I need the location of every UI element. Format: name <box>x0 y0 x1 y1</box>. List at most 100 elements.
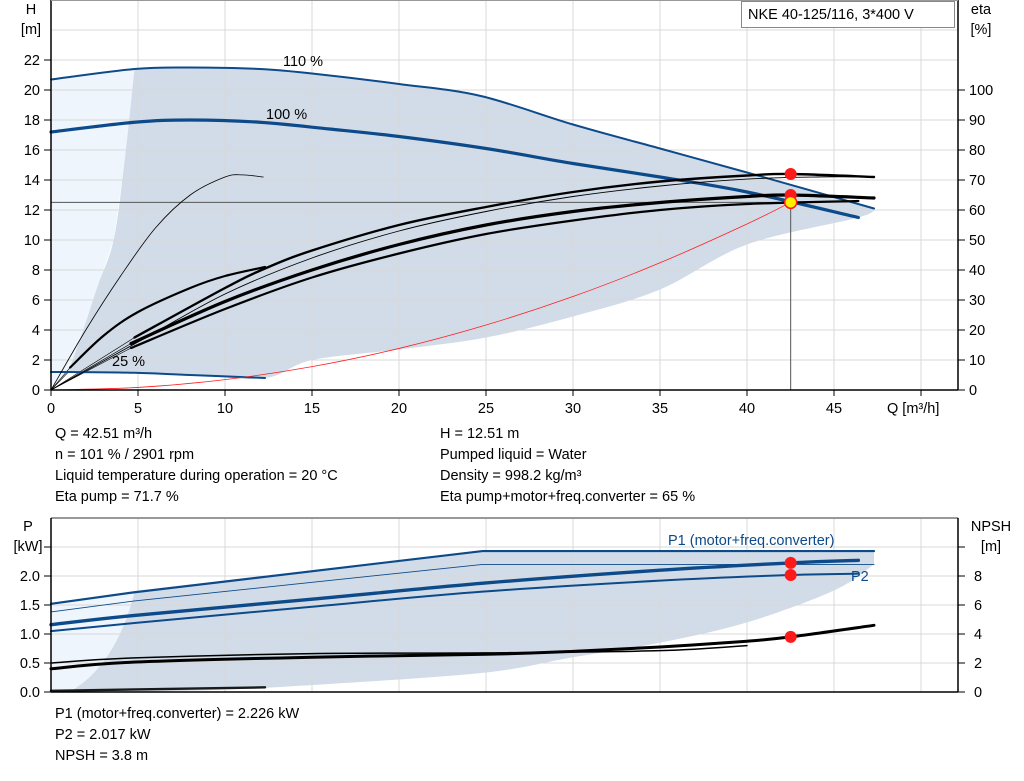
eta-tick-label: 10 <box>969 353 985 369</box>
h-tick-label: 10 <box>24 233 40 249</box>
readout-speed: n = 101 % / 2901 rpm <box>55 447 195 463</box>
h-tick-label: 22 <box>24 53 40 69</box>
power-curve-4 <box>49 686 267 693</box>
h-tick-label: 16 <box>24 143 40 159</box>
readout-head: H = 12.51 m <box>440 426 520 442</box>
eta-axis-unit: [%] <box>970 22 992 38</box>
p-tick-label: 0.0 <box>20 685 40 701</box>
duty-point-head <box>783 195 798 210</box>
lead-in-line <box>50 337 135 391</box>
efficiency-curve-6 <box>50 174 264 391</box>
efficiency-curve-3 <box>133 172 876 339</box>
h-tick-label: 2 <box>32 353 40 369</box>
curve-label: 110 % <box>283 54 323 70</box>
operating-range-area <box>68 67 875 379</box>
lead-in-line <box>50 371 69 391</box>
chart-title: NKE 40-125/116, 3*400 V <box>741 1 955 28</box>
npsh-tick-label: 6 <box>974 598 982 614</box>
q-tick-label: 5 <box>134 401 142 417</box>
duty-point-p2 <box>784 569 797 582</box>
readout-flow: Q = 42.51 m³/h <box>55 426 153 442</box>
operating-range-light-area <box>51 69 135 390</box>
system-curve-curve-9 <box>50 201 792 391</box>
efficiency-curve-4 <box>50 176 875 391</box>
p-tick-label: 2.0 <box>20 569 40 585</box>
q-tick-label: 40 <box>739 401 755 417</box>
q-tick-label: 10 <box>217 401 233 417</box>
q-tick-label: 30 <box>565 401 581 417</box>
eta-tick-label: 60 <box>969 203 985 219</box>
eta-axis-title: eta [%] <box>965 0 997 40</box>
readout-top-left: Q = 42.51 m³/h n = 101 % / 2901 rpm Liqu… <box>55 424 338 508</box>
eta-tick-label: 70 <box>969 173 985 189</box>
eta-tick-label: 80 <box>969 143 985 159</box>
h-tick-label: 18 <box>24 113 40 129</box>
npsh-tick-label: 8 <box>974 569 982 585</box>
efficiency-curve-5 <box>69 265 267 369</box>
readout-p2: P2 = 2.017 kW <box>55 727 151 743</box>
h-tick-label: 0 <box>32 383 40 399</box>
h-tick-label: 8 <box>32 263 40 279</box>
eta-tick-label: 40 <box>969 263 985 279</box>
power-curve-0 <box>49 549 876 605</box>
readout-top-right: H = 12.51 m Pumped liquid = Water Densit… <box>440 424 695 508</box>
q-tick-label: 25 <box>478 401 494 417</box>
q-tick-label: 20 <box>391 401 407 417</box>
p-tick-label: 0.5 <box>20 656 40 672</box>
npsh-curve-5 <box>50 644 748 664</box>
readout-pumped-liquid: Pumped liquid = Water <box>440 447 587 463</box>
curve-label: 100 % <box>266 107 307 123</box>
h-axis-title: H [m] <box>18 0 44 40</box>
readout-liquid-temperature: Liquid temperature during operation = 20… <box>55 468 338 484</box>
efficiency-curve-7 <box>129 193 876 346</box>
npsh-axis-title: NPSH [m] <box>965 517 1017 557</box>
duty-point-eta-pump <box>784 168 797 180</box>
eta-axis-label: eta <box>970 2 992 18</box>
eta-tick-label: 50 <box>969 233 985 249</box>
power-curve-2 <box>49 558 861 627</box>
head-curve-0 <box>50 66 876 210</box>
q-axis-label: Q [m³/h] <box>887 401 940 417</box>
eta-tick-label: 20 <box>969 323 985 339</box>
eta-tick-label: 0 <box>969 383 977 399</box>
curve-label: 25 % <box>112 354 145 370</box>
p-axis-title: P [kW] <box>10 517 46 557</box>
npsh-axis-label: NPSH <box>970 519 1012 535</box>
q-tick-label: 0 <box>47 401 55 417</box>
eta-tick-label: 30 <box>969 293 985 309</box>
h-tick-label: 20 <box>24 83 40 99</box>
readout-density: Density = 998.2 kg/m³ <box>440 468 582 484</box>
h-tick-label: 4 <box>32 323 40 339</box>
p1-series-label: P1 (motor+freq.converter) <box>668 533 834 549</box>
eta-tick-label: 90 <box>969 113 985 129</box>
duty-point-npsh <box>784 630 797 643</box>
readout-eta-total: Eta pump+motor+freq.converter = 65 % <box>440 489 696 505</box>
q-tick-label: 35 <box>652 401 668 417</box>
npsh-tick-label: 0 <box>974 685 982 701</box>
readout-eta-pump: Eta pump = 71.7 % <box>55 489 179 505</box>
power-range-area <box>68 551 875 692</box>
head-curve-2 <box>50 370 267 379</box>
h-tick-label: 14 <box>24 173 40 189</box>
head-curve-1 <box>49 118 860 220</box>
h-axis-unit: [m] <box>20 22 42 38</box>
p-tick-label: 1.0 <box>20 627 40 643</box>
p-axis-label: P <box>23 519 33 535</box>
p2-series-label: P2 <box>851 569 869 585</box>
npsh-axis-unit: [m] <box>980 539 1002 555</box>
eta-tick-label: 100 <box>969 83 993 99</box>
npsh-tick-label: 2 <box>974 656 982 672</box>
q-tick-label: 45 <box>826 401 842 417</box>
npsh-curve-6 <box>49 623 876 671</box>
power-curve-3 <box>50 572 860 633</box>
readout-npsh: NPSH = 3.8 m <box>55 748 149 764</box>
h-tick-label: 6 <box>32 293 40 309</box>
readout-p1: P1 (motor+freq.converter) = 2.226 kW <box>55 706 300 722</box>
readout-bottom: P1 (motor+freq.converter) = 2.226 kW P2 … <box>55 704 299 767</box>
p-tick-label: 1.5 <box>20 598 40 614</box>
p-axis-unit: [kW] <box>13 539 43 555</box>
npsh-tick-label: 4 <box>974 627 982 643</box>
power-curve-1 <box>50 563 875 613</box>
